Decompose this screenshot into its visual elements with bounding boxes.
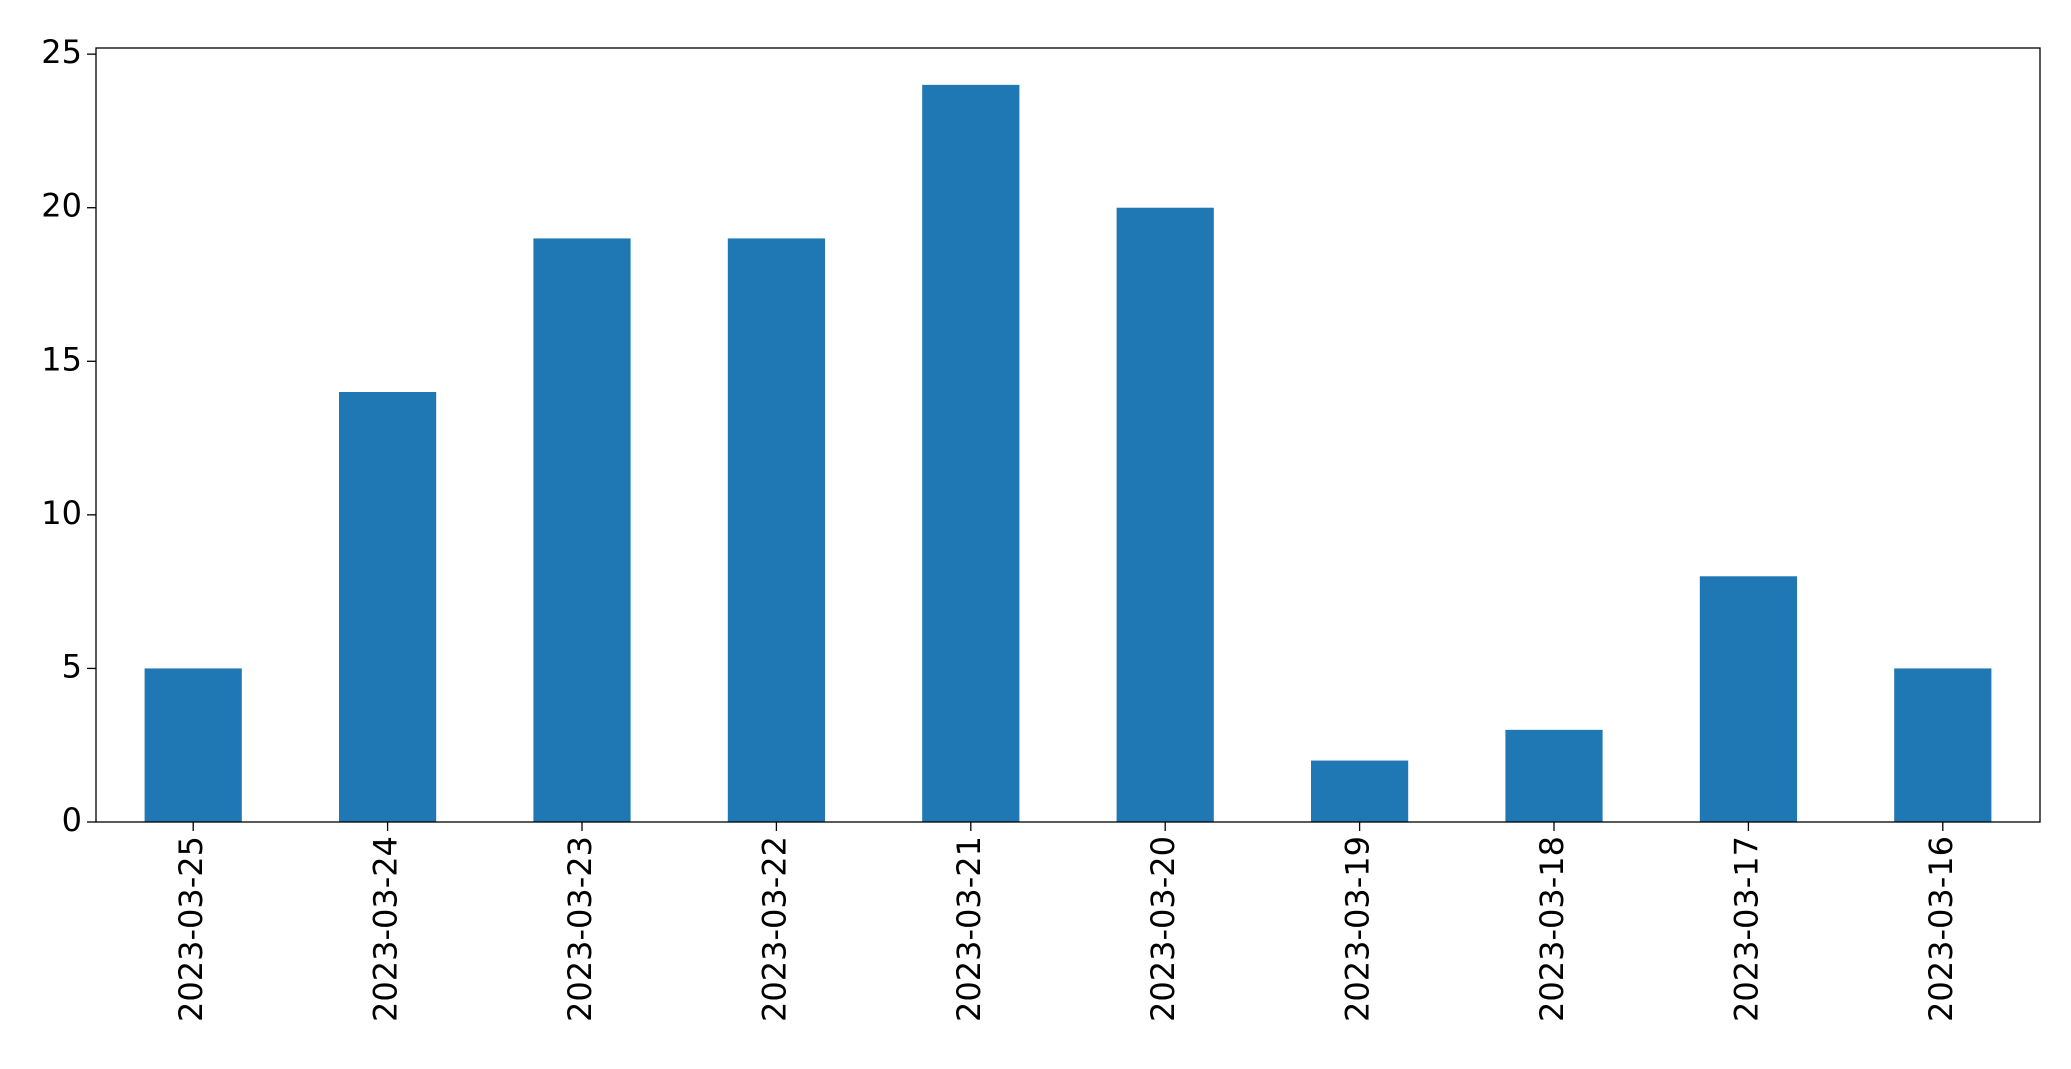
- x-tick-label: 2023-03-16: [1922, 836, 1960, 1022]
- x-tick-label: 2023-03-23: [561, 836, 599, 1022]
- x-tick-label: 2023-03-22: [755, 836, 793, 1022]
- y-tick-label: 5: [62, 647, 82, 685]
- bar: [339, 392, 437, 822]
- x-tick-label: 2023-03-19: [1339, 836, 1377, 1022]
- bar: [533, 238, 631, 822]
- bar: [1894, 668, 1992, 822]
- bar: [1116, 207, 1214, 822]
- x-tick-label: 2023-03-20: [1144, 836, 1182, 1022]
- y-tick-label: 15: [41, 340, 82, 378]
- bar: [1311, 760, 1409, 822]
- bar: [727, 238, 825, 822]
- y-tick-label: 10: [41, 494, 82, 532]
- bar: [144, 668, 242, 822]
- y-tick-label: 0: [62, 801, 82, 839]
- bar: [1505, 729, 1603, 822]
- axes-frame: [95, 47, 2041, 823]
- x-tick-label: 2023-03-17: [1727, 836, 1765, 1022]
- bar: [1699, 576, 1797, 822]
- bar: [922, 84, 1020, 823]
- x-tick-label: 2023-03-21: [950, 836, 988, 1022]
- x-tick-label: 2023-03-24: [367, 836, 405, 1022]
- y-tick-label: 25: [41, 33, 82, 71]
- x-tick-label: 2023-03-18: [1533, 836, 1571, 1022]
- y-tick-label: 20: [41, 187, 82, 225]
- x-tick-label: 2023-03-25: [172, 836, 210, 1022]
